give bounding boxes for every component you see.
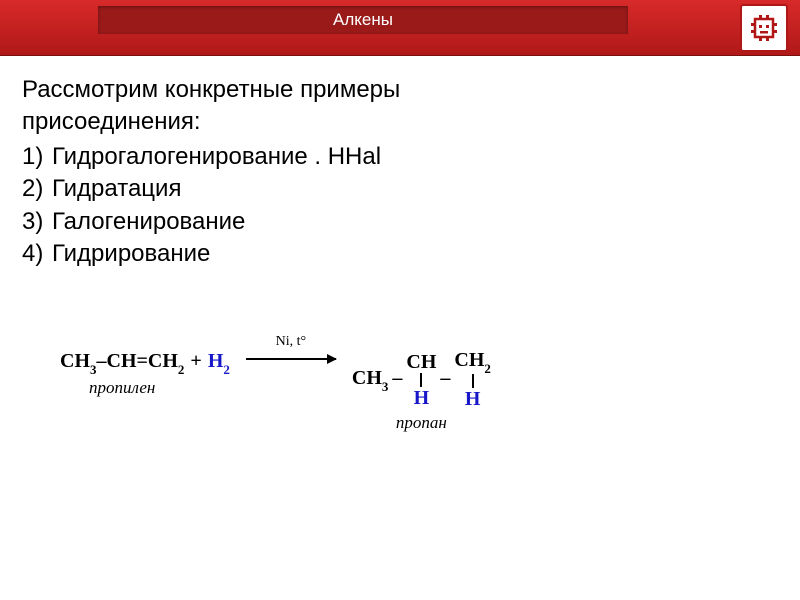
c2-block: CH H [406, 352, 436, 408]
list-item: 3)Галогенирование [22, 206, 778, 238]
c1: CH3 [352, 367, 389, 393]
vertical-bond-icon [420, 373, 422, 387]
logo-icon [749, 13, 779, 43]
reaction-types-list: 1)Гидрогалогенирование . HHal 2)Гидратац… [22, 141, 778, 271]
list-item: 2)Гидратация [22, 173, 778, 205]
f-eq: = [137, 350, 148, 372]
bond-dash: – [388, 367, 406, 390]
h2-h: H [208, 350, 224, 372]
reactant-block: CH3–CH=CH2 пропилен [60, 350, 184, 398]
logo-box [740, 4, 788, 52]
page-title: Алкены [333, 10, 393, 30]
f-dash: – [97, 350, 107, 372]
list-num: 2) [22, 173, 52, 205]
f-part: CH [60, 350, 90, 372]
list-text: Гидрогалогенирование . HHal [52, 143, 381, 170]
intro-line-2: присоединения: [22, 106, 778, 138]
list-num: 4) [22, 238, 52, 270]
f-part: CH [406, 352, 436, 372]
f-sub: 2 [484, 361, 491, 376]
title-tab: Алкены [98, 6, 628, 34]
product-formula: CH3 – CH H – CH2 H [352, 350, 491, 409]
chemical-reaction: CH3–CH=CH2 пропилен + H2 Ni, t° CH3 – CH… [60, 350, 740, 433]
list-text: Гидрирование [52, 240, 210, 267]
f-part: CH2 [454, 350, 491, 373]
header-bar: Алкены [0, 0, 800, 56]
list-text: Гидратация [52, 175, 181, 202]
product-block: CH3 – CH H – CH2 H пропан [352, 350, 491, 433]
f-part: CH [107, 350, 137, 372]
list-text: Галогенирование [52, 208, 245, 235]
list-item: 4)Гидрирование [22, 238, 778, 270]
reactant-formula: CH3–CH=CH2 [60, 350, 184, 376]
reaction-arrow-wrap: Ni, t° [246, 350, 336, 360]
h-atom: H [465, 389, 481, 409]
product-label: пропан [396, 413, 447, 433]
h-atom: H [414, 388, 430, 408]
vertical-bond-icon [472, 374, 474, 388]
c3-block: CH2 H [454, 350, 491, 409]
bond-dash: – [436, 367, 454, 390]
h2-molecule: H2 [208, 350, 230, 376]
f-text: CH [454, 349, 484, 371]
reaction-arrow-icon [246, 358, 336, 360]
h2-sub: 2 [223, 362, 230, 377]
reaction-condition: Ni, t° [246, 334, 336, 350]
f-sub: 2 [178, 362, 185, 377]
reactant-label: пропилен [89, 378, 155, 398]
intro-line-1: Рассмотрим конкретные примеры [22, 74, 778, 106]
list-num: 1) [22, 141, 52, 173]
f-part: CH [148, 350, 178, 372]
f-part: CH [352, 367, 382, 389]
content-area: Рассмотрим конкретные примеры присоедине… [0, 56, 800, 270]
f-sub: 3 [90, 362, 97, 377]
plus-sign: + [190, 350, 201, 373]
reaction-row: CH3–CH=CH2 пропилен + H2 Ni, t° CH3 – CH… [60, 350, 740, 433]
list-num: 3) [22, 206, 52, 238]
list-item: 1)Гидрогалогенирование . HHal [22, 141, 778, 173]
